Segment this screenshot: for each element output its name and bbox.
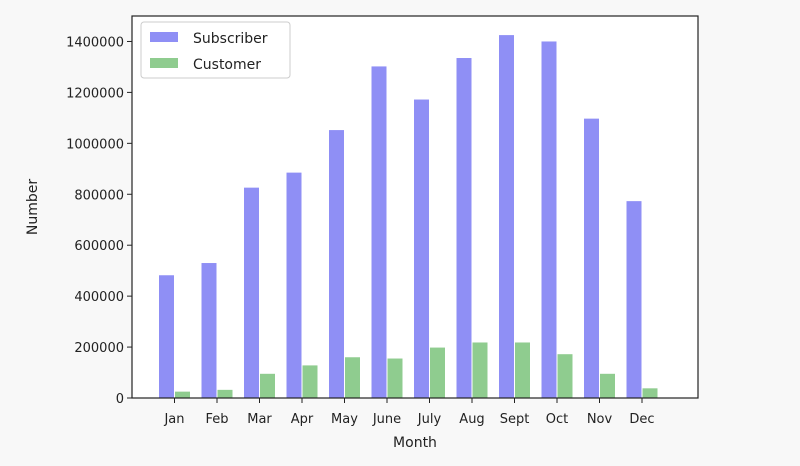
y-tick-label: 600000 — [74, 239, 124, 254]
x-axis-ticks: Jan Feb Mar Apr May June July Aug Sept Oct Nov Dec — [163, 398, 655, 427]
bar-customer-mar — [260, 373, 275, 398]
bar-customer-feb — [217, 389, 233, 398]
legend-swatch-customer — [150, 58, 178, 68]
x-tick-label: May — [331, 412, 358, 427]
bar-customer-aug — [472, 342, 488, 398]
bar-subscriber-jan — [159, 275, 174, 398]
y-tick-label: 1000000 — [66, 137, 124, 152]
y-axis-label: Number — [25, 179, 41, 235]
legend-box — [140, 21, 291, 79]
legend-swatch-subscriber — [150, 32, 178, 42]
y-axis-ticks: 0 200000 400000 600000 800000 1000000 1200000 1… — [66, 35, 132, 407]
bar-customer-oct — [557, 354, 573, 398]
x-tick-label: Sept — [500, 412, 530, 427]
bar-subscriber-feb — [201, 263, 217, 398]
bar-customer-apr — [302, 365, 318, 398]
bars-group — [159, 35, 658, 399]
bar-subscriber-dec — [626, 201, 642, 398]
bar-customer-nov — [600, 373, 615, 398]
bar-subscriber-nov — [584, 118, 599, 398]
x-tick-label: Dec — [629, 412, 654, 427]
x-tick-label: Oct — [546, 412, 568, 427]
bar-customer-sept — [515, 342, 530, 398]
legend-label-subscriber: Subscriber — [193, 31, 268, 47]
y-tick-label: 1200000 — [66, 86, 124, 101]
x-tick-label: Jan — [163, 412, 184, 427]
bar-customer-may — [345, 357, 360, 398]
bar-customer-dec — [642, 388, 658, 398]
x-axis-label: Month — [393, 435, 437, 451]
bar-subscriber-may — [329, 130, 344, 398]
legend: Subscriber Customer — [140, 21, 291, 79]
bar-customer-jan — [175, 391, 190, 398]
bar-subscriber-oct — [541, 41, 557, 398]
x-tick-label: July — [417, 412, 442, 427]
legend-label-customer: Customer — [193, 57, 261, 73]
y-tick-label: 0 — [116, 392, 124, 407]
y-tick-label: 800000 — [74, 188, 124, 203]
bar-subscriber-aug — [456, 58, 472, 399]
x-tick-label: Aug — [459, 412, 484, 427]
y-tick-label: 1400000 — [66, 35, 124, 50]
bar-subscriber-july — [414, 99, 429, 398]
x-tick-label: Feb — [205, 412, 228, 427]
x-tick-label: Apr — [291, 412, 314, 427]
bar-subscriber-apr — [286, 172, 302, 398]
bar-customer-june — [387, 358, 403, 398]
y-tick-label: 400000 — [74, 290, 124, 305]
x-tick-label: June — [372, 412, 401, 427]
bar-subscriber-june — [371, 66, 387, 398]
bar-subscriber-mar — [244, 187, 259, 398]
x-tick-label: Mar — [247, 412, 272, 427]
bar-subscriber-sept — [499, 35, 514, 398]
y-tick-label: 200000 — [74, 341, 124, 356]
plot-frame — [131, 15, 699, 399]
bar-customer-july — [430, 347, 445, 398]
x-tick-label: Nov — [587, 412, 613, 427]
